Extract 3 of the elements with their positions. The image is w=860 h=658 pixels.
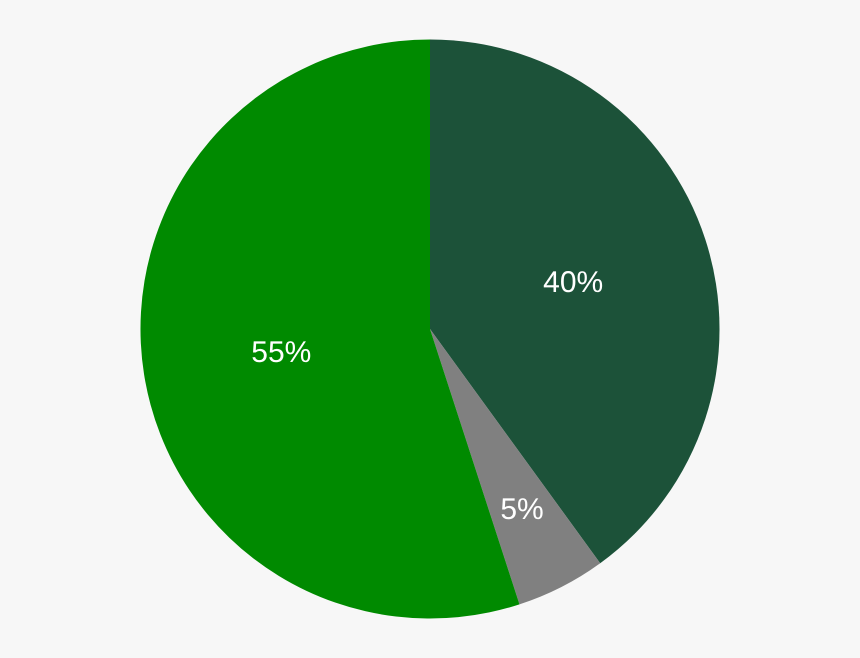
data-label: 5% xyxy=(500,493,544,526)
data-label: 40% xyxy=(543,266,604,299)
data-label: 55% xyxy=(251,336,312,370)
